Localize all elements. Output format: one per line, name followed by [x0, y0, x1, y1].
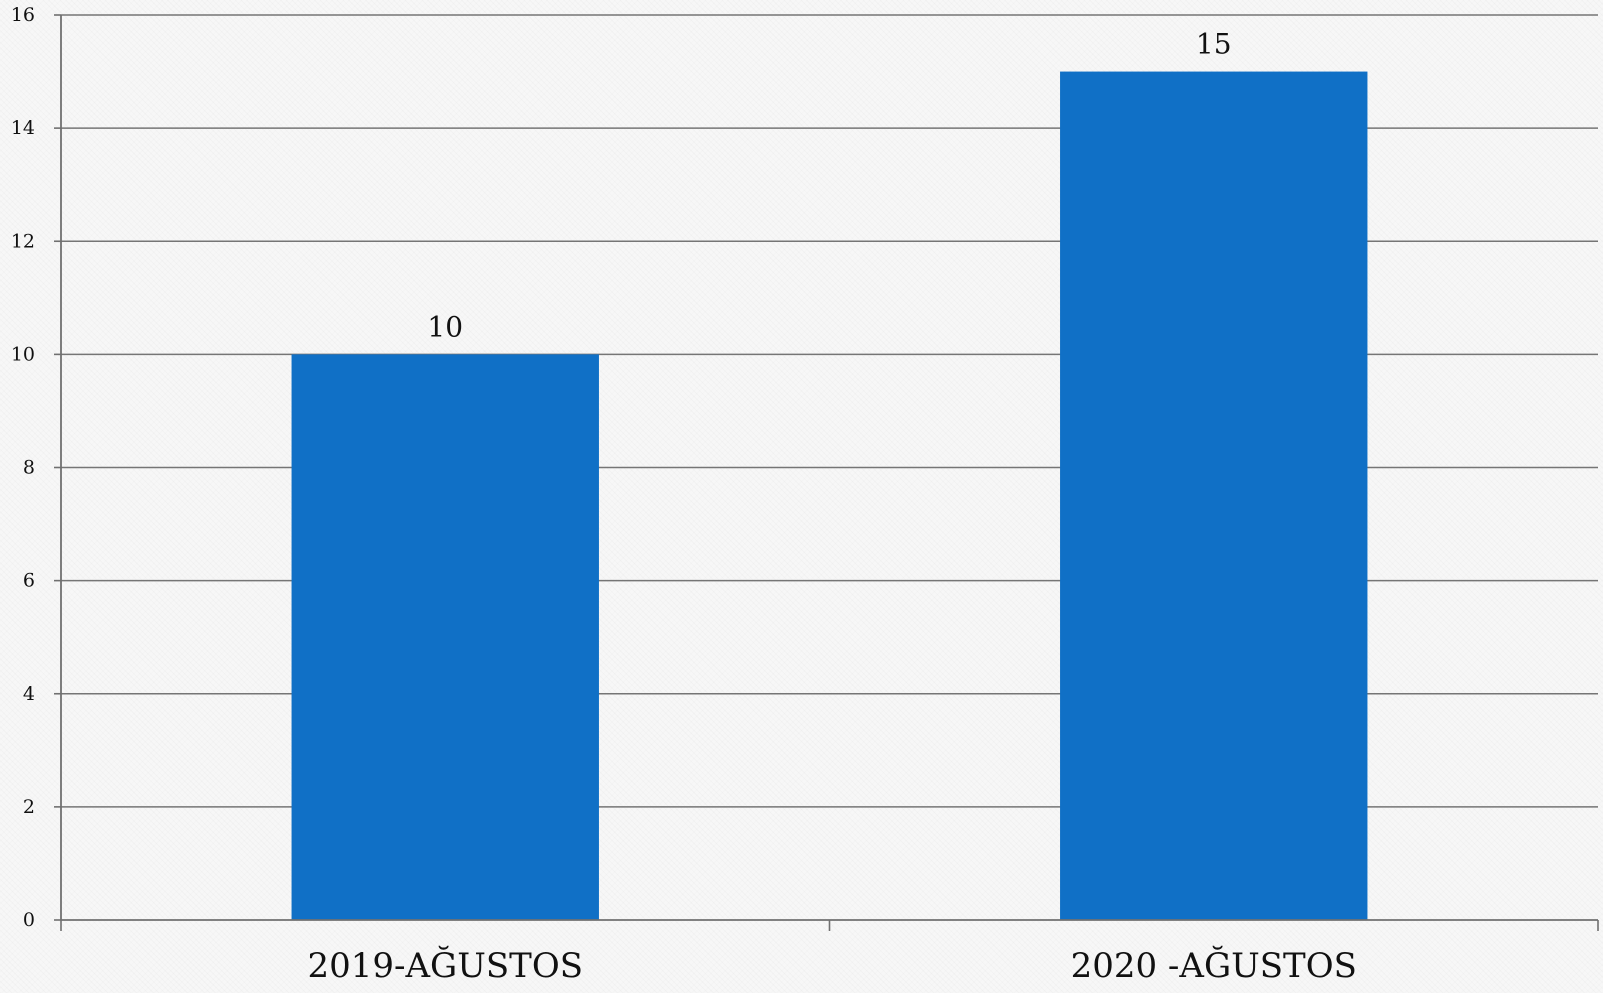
bar: [291, 354, 599, 920]
y-tick-label: 4: [23, 683, 35, 705]
x-axis-ticks: 2019-AĞUSTOS 2020 -AĞUSTOS: [60, 920, 1599, 986]
y-tick-label: 14: [11, 117, 35, 139]
y-tick-label: 2: [23, 796, 35, 818]
x-tick-label: 2019-AĞUSTOS: [307, 945, 583, 986]
y-tick-label: 12: [11, 230, 35, 252]
y-tick-label: 16: [11, 4, 35, 26]
data-label: 10: [427, 310, 463, 343]
y-tick-label: 8: [23, 457, 35, 479]
data-labels: 10 15: [427, 28, 1231, 344]
y-tick-label: 0: [23, 909, 35, 931]
x-tick-label: 2020 -AĞUSTOS: [1071, 945, 1357, 986]
y-axis-ticks: 0 2 4 6 8 10 12 14 16: [11, 4, 61, 931]
bars: [291, 71, 1368, 920]
y-tick-label: 10: [11, 343, 35, 365]
data-label: 15: [1196, 28, 1232, 61]
y-tick-label: 6: [23, 570, 35, 592]
bar: [1060, 71, 1368, 920]
